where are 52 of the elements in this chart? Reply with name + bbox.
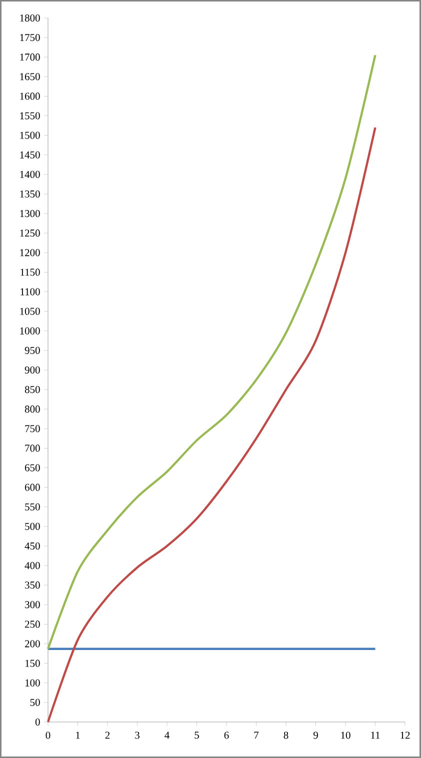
x-tick-label: 12 [400,732,410,739]
y-tick-label: 150 [25,660,40,667]
y-tick-label: 1500 [20,132,40,139]
y-tick-label: 550 [25,503,40,510]
y-tick-label: 500 [25,522,40,530]
y-tick-label: 200 [25,640,40,648]
x-tick-label: 4 [164,732,170,739]
y-tick-label: 1350 [20,190,40,198]
y-tick-label: 900 [24,366,40,374]
y-tick-label: 1250 [20,230,40,237]
y-tick-label: 600 [25,484,40,491]
line-series [46,126,376,724]
y-tick-label: 250 [25,620,40,628]
y-tick-label: 1200 [20,249,40,256]
y-tick-label: 400 [24,562,40,570]
y-tick-label: 800 [24,406,40,413]
y-tick-label: 1150 [20,268,40,276]
x-tick-label: 7 [254,732,259,739]
y-tick-label: 850 [24,386,40,394]
y-tick-label: 1400 [20,170,40,178]
y-tick-label: 100 [25,679,40,686]
y-tick-label: 1050 [20,308,40,315]
y-tick-label: 1550 [20,112,40,120]
y-tick-label: 1100 [20,288,40,296]
x-tick-label: 6 [224,732,229,739]
y-tick-label: 300 [25,601,40,608]
y-tick-label: 0 [35,718,40,726]
x-tick-label: 0 [46,732,50,739]
y-tick-label: 50 [30,698,40,706]
y-tick-label: 1000 [20,327,40,334]
x-tick-label: 11 [371,732,380,739]
x-tick-label: 8 [284,732,288,739]
x-tick-label: 10 [341,732,350,739]
y-tick-label: 1650 [20,73,40,80]
y-tick-label: 700 [25,444,40,452]
y-tick-label: 1800 [20,14,40,22]
x-tick-label: 3 [135,732,140,739]
x-tick-label: 9 [313,732,318,739]
y-tick-label: 1600 [20,92,40,100]
y-tick-label: 1750 [20,34,40,42]
y-tick-label: 1700 [20,54,40,61]
y-tick-label: 1450 [20,151,40,158]
y-tick-label: 450 [24,542,40,550]
y-tick-label: 750 [25,425,40,432]
y-tick-label: 950 [24,346,40,354]
y-tick-label: 650 [25,464,40,472]
x-tick-label: 1 [76,732,80,739]
y-tick-label: 350 [25,582,40,589]
line-series [46,54,376,650]
y-tick-label: 1300 [20,210,40,218]
x-tick-label: 5 [194,732,199,739]
x-tick-label: 2 [105,732,110,739]
